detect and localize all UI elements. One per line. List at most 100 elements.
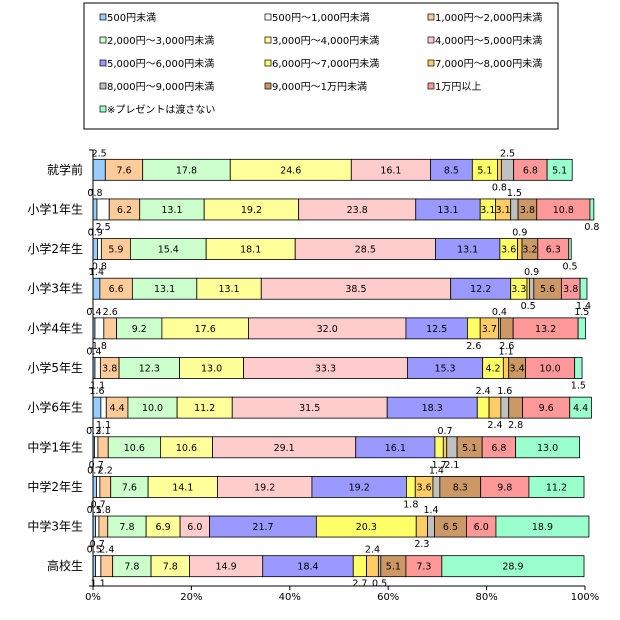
- data-label-small: 1.1: [91, 579, 106, 590]
- data-label: 15.4: [158, 245, 179, 256]
- data-label: 21.7: [252, 522, 273, 533]
- data-label-small: 2.1: [444, 460, 459, 471]
- legend-label: 8,000円～9,000円未満: [107, 81, 214, 93]
- legend-swatch: [99, 59, 107, 67]
- data-label: 9.2: [132, 324, 147, 335]
- bar-segment: [94, 357, 101, 379]
- bar-segment: [92, 277, 101, 300]
- data-label: 5.1: [386, 562, 401, 573]
- bar-segment: [579, 277, 588, 300]
- data-label-small: 0.8: [584, 222, 599, 233]
- category-label: 小学3年生: [27, 281, 83, 296]
- category-label: 小学5年生: [27, 360, 83, 375]
- legend-label: 3,000円～4,000円未満: [272, 35, 379, 47]
- data-label: 7.8: [163, 562, 178, 573]
- data-label-small: 2.3: [414, 539, 429, 550]
- data-label-small: 0.9: [524, 267, 539, 278]
- bar-segment: [97, 436, 109, 459]
- category-label: 中学2年生: [27, 479, 83, 494]
- data-label: 5.9: [108, 245, 123, 256]
- bar-segment: [99, 476, 112, 498]
- data-label: 6.3: [546, 245, 561, 256]
- bar-segment: [92, 158, 106, 181]
- data-label-small: 0.5: [562, 262, 577, 273]
- data-label: 3.6: [501, 245, 516, 256]
- legend-swatch: [264, 13, 272, 21]
- data-label: 10.0: [142, 403, 163, 414]
- plot-area: [92, 158, 595, 578]
- data-label: 19.2: [349, 482, 370, 493]
- data-label: 19.2: [241, 205, 262, 216]
- x-tick-label: 40%: [279, 592, 301, 603]
- data-label-small: 1.5: [507, 188, 522, 199]
- bar-segment: [98, 515, 109, 538]
- legend-swatch: [427, 13, 435, 21]
- data-label-small: 1.5: [574, 307, 589, 318]
- data-label-small: 0.9: [512, 228, 527, 239]
- legend-label: 2,000円～3,000円未満: [107, 35, 214, 47]
- bar-segment: [568, 238, 572, 260]
- data-label-small: 0.8: [492, 182, 507, 193]
- data-label: 38.5: [345, 284, 366, 295]
- data-label-small: 2.5: [96, 222, 111, 233]
- data-label-small: 1.8: [96, 505, 111, 516]
- data-label: 11.2: [546, 482, 567, 493]
- bar-segment: [500, 158, 515, 181]
- data-label: 6.5: [443, 522, 458, 533]
- data-label: 13.1: [154, 284, 175, 295]
- bar-segment: [476, 396, 490, 419]
- data-label-small: 0.5: [87, 505, 102, 516]
- data-label: 28.9: [502, 562, 523, 573]
- data-label-small: 1.4: [89, 267, 104, 278]
- bar-segment: [100, 396, 107, 419]
- bar-segment: [446, 436, 458, 459]
- data-label: 16.1: [385, 443, 406, 454]
- data-label: 14.1: [172, 482, 193, 493]
- legend-label: 6,000円～7,000円未満: [272, 58, 379, 70]
- bar-segment: [415, 515, 428, 538]
- bar-segment: [95, 515, 100, 538]
- legend-swatch: [99, 82, 107, 90]
- data-label-small: 1.8: [92, 341, 107, 352]
- bar-segment: [92, 198, 98, 221]
- data-label: 11.2: [194, 403, 215, 414]
- x-tick-label: 60%: [377, 592, 399, 603]
- category-label: 小学6年生: [27, 400, 83, 415]
- data-label-small: 2.1: [96, 426, 111, 437]
- data-label: 4.4: [110, 403, 125, 414]
- category-label: 中学3年生: [27, 519, 83, 534]
- data-label: 3.8: [563, 284, 578, 295]
- x-tick-label: 0%: [85, 592, 101, 603]
- legend-label: 7,000円～8,000円未満: [435, 58, 542, 70]
- legend: 500円未満 500円～1,000円未満 1,000円～2,000円未満 2,000円…: [83, 2, 559, 130]
- bar-segment: [441, 555, 585, 578]
- data-label-small: 2.5: [92, 148, 107, 159]
- data-label-small: 2.6: [466, 341, 481, 352]
- data-label-small: 2.4: [476, 386, 491, 397]
- category-label: 高校生: [47, 558, 83, 573]
- bar-segment: [92, 238, 98, 260]
- data-label-small: 0.4: [86, 347, 101, 358]
- data-label: 6.8: [523, 165, 538, 176]
- bar-segment: [95, 555, 102, 578]
- data-label: 5.1: [477, 165, 492, 176]
- data-label: 6.2: [117, 205, 132, 216]
- data-labels: 7.6 17.8 24.6 16.1 8.5 5.1 6.8 5.1 2.5 0.8 2.5 6.2 1…: [86, 148, 599, 589]
- data-label: 10.6: [176, 443, 197, 454]
- data-label: 31.5: [299, 403, 320, 414]
- data-label-small: 2.4: [99, 545, 114, 556]
- bar-segment: [467, 317, 481, 340]
- category-label: 就学前: [47, 162, 83, 177]
- bar-segment: [502, 357, 510, 379]
- x-tick-label: 20%: [180, 592, 202, 603]
- data-label: 14.9: [216, 562, 237, 573]
- legend-label: 500円未満: [107, 12, 156, 24]
- data-label: 17.6: [195, 324, 216, 335]
- data-label-small: 1.6: [497, 386, 512, 397]
- bar-segment: [499, 317, 514, 340]
- data-label-small: 0.7: [91, 499, 106, 510]
- data-label-small: 1.1: [498, 347, 513, 358]
- data-label: 12.3: [139, 364, 160, 375]
- bar-segment: [94, 317, 105, 340]
- data-label: 6.8: [491, 443, 506, 454]
